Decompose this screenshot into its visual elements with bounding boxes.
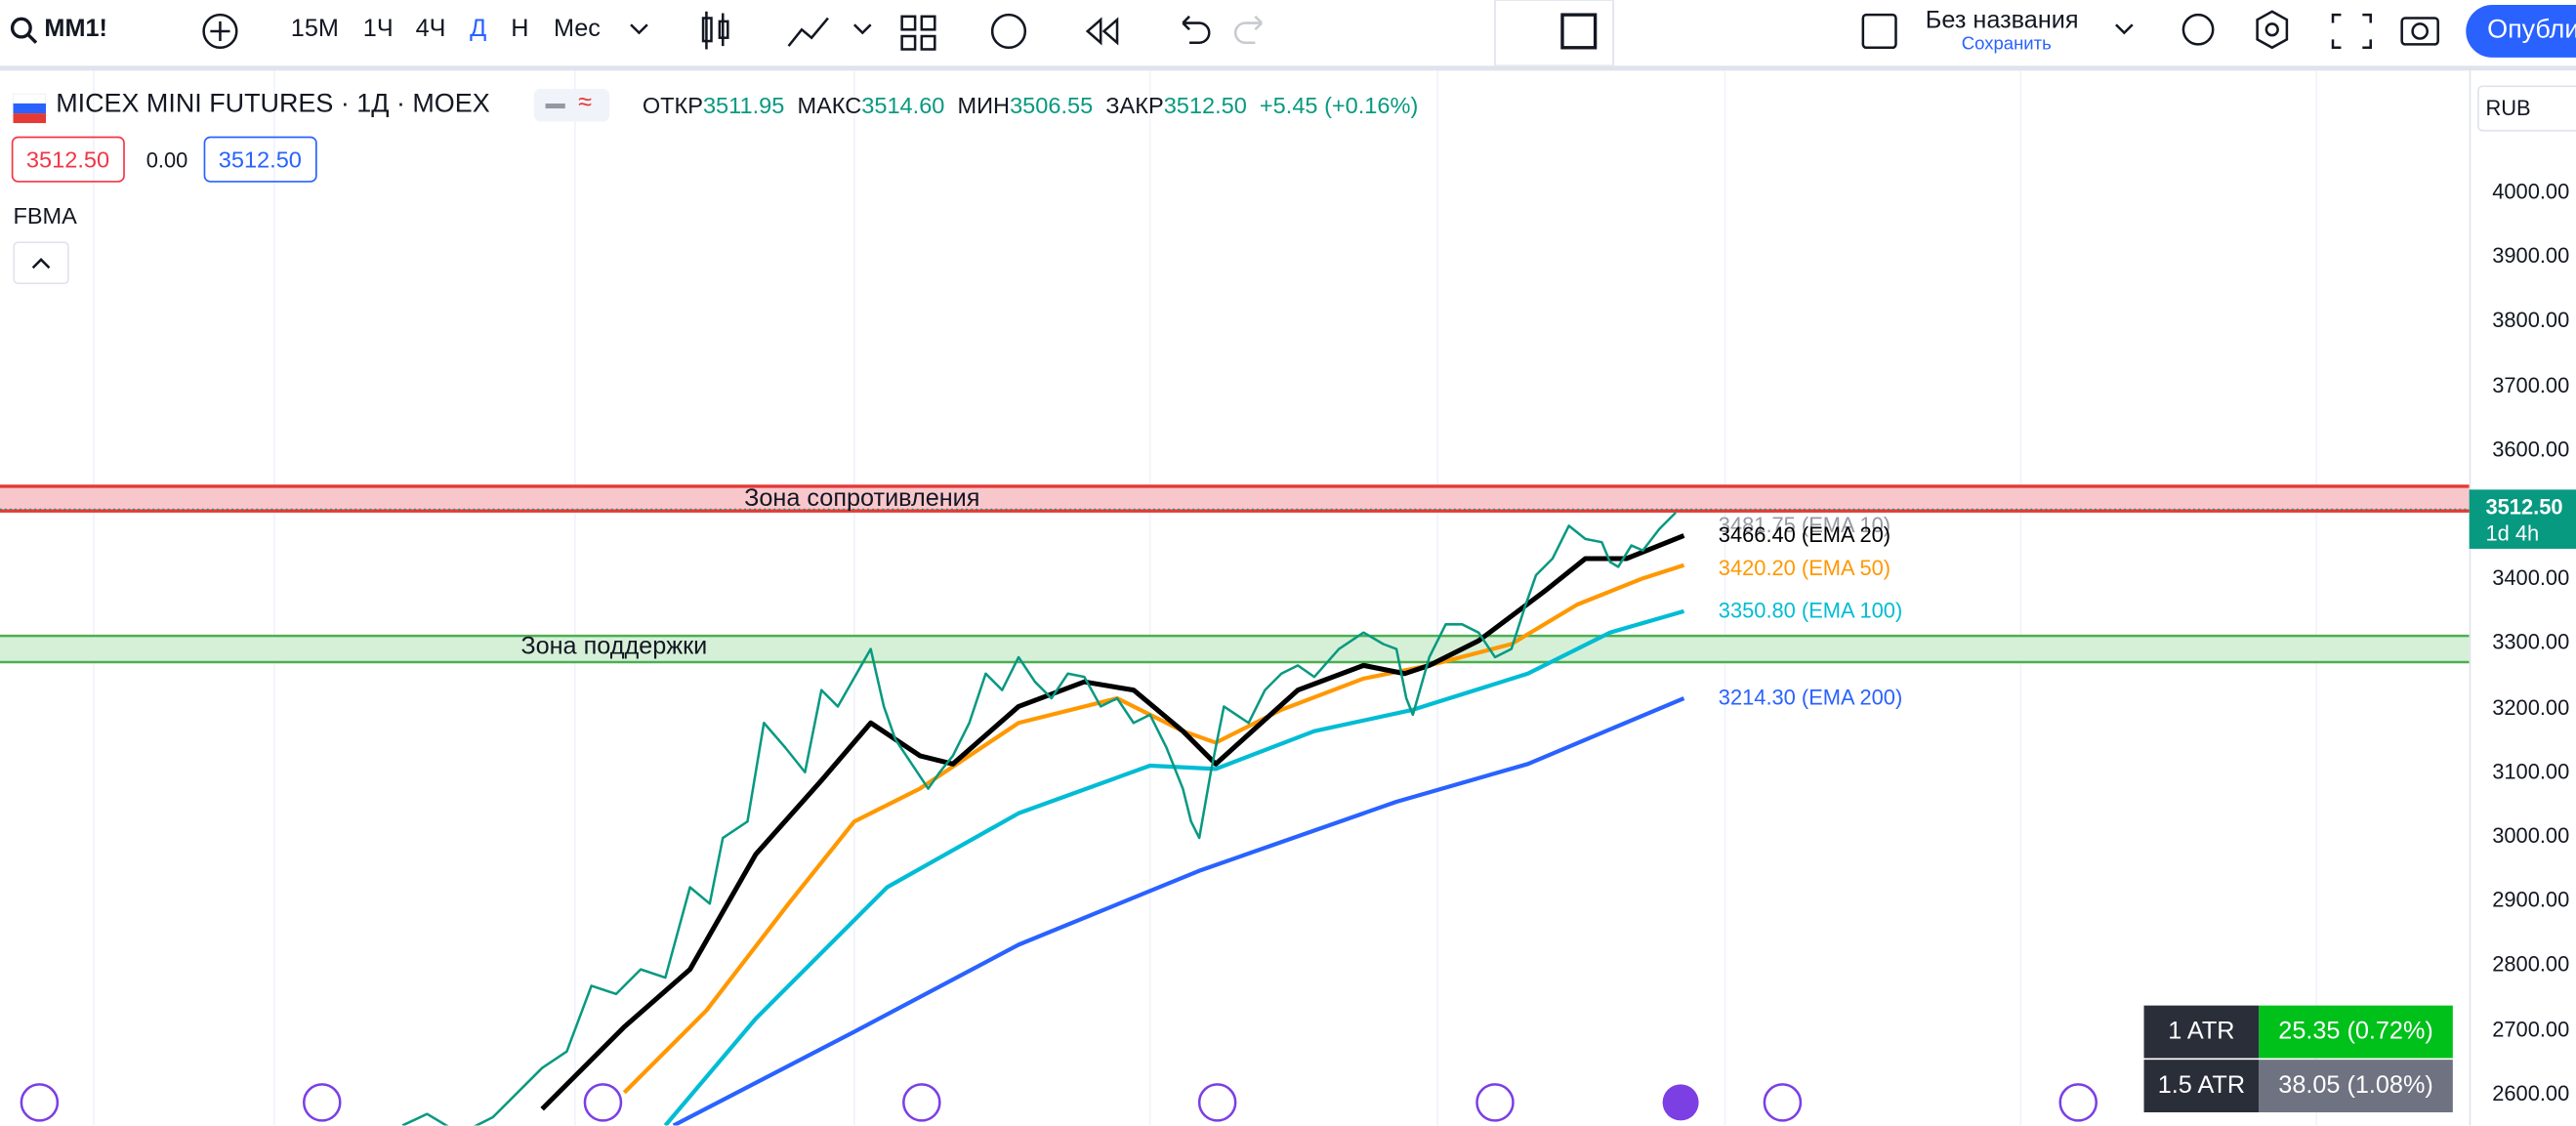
layout-checkbox[interactable] [1859,12,1898,51]
support-zone [0,636,2470,663]
resistance-zone [0,485,2470,513]
ema-lines [401,512,1685,1126]
toolbar-right-icons [2115,10,2439,50]
toolbar-icons [630,0,1614,66]
indicator-name: FBMA [13,201,77,229]
price-tick: 3100.00 [2492,758,2570,784]
save-link[interactable]: Сохранить [1961,34,2052,55]
resistance-label: Зона сопротивления [744,484,980,513]
search-icon[interactable] [10,17,39,46]
legend-buttons[interactable]: ≈ [533,88,610,122]
ema-label: 3214.30 (EMA 200) [1718,685,1903,710]
price-tick: 3300.00 [2492,630,2570,655]
price-tick: 2700.00 [2492,1016,2570,1041]
ema-label: 3420.20 (EMA 50) [1718,555,1891,580]
interval[interactable]: 15M [290,15,339,43]
symbol[interactable]: MM1! [44,15,107,43]
atr-value: 25.35 (0.72%) [2259,1005,2453,1059]
ema-label: 3350.80 (EMA 100) [1718,598,1903,623]
flag [13,93,47,124]
price-tick: 3900.00 [2492,243,2570,269]
price-tick: 3700.00 [2492,372,2570,397]
price-scale [2469,70,2576,1126]
atr-table: 1 ATR 25.35 (0.72%) 1.5 ATR 38.05 (1.08%) [2143,1005,2453,1112]
price-tick: 2900.00 [2492,887,2570,913]
ema-label: 3466.40 (EMA 20) [1718,522,1891,548]
ohlc: ОТКР3511.95 МАКС3514.60 МИН3506.55 ЗАКР3… [642,92,1419,119]
bid-button[interactable]: 3512.50 [11,136,125,183]
last-price: 3512.50 [2485,494,2563,520]
price-tick: 4000.00 [2492,179,2570,204]
toolbar [0,0,2576,71]
price-tick: 3800.00 [2492,308,2570,333]
atr-label: 1.5 ATR [2143,1060,2260,1112]
price-tick: 3200.00 [2492,693,2570,720]
series-title: MICEX MINI FUTURES · 1Д · MOEX [56,90,490,119]
atr-value: 38.05 (1.08%) [2259,1060,2453,1112]
currency[interactable]: RUB [2477,85,2576,132]
interval-active[interactable]: Д [470,15,487,43]
support-label: Зона поддержки [520,632,708,661]
publish-button[interactable]: Опубли [2466,5,2576,58]
ema-label: 3481.75 (EMA 10) [1718,512,1891,538]
atr-label: 1 ATR [2143,1005,2260,1059]
spread: 0.00 [145,147,188,173]
interval[interactable]: 4Ч [415,15,446,43]
price-tick: 2600.00 [2492,1080,2570,1105]
event-markers [20,1083,2098,1122]
grid [93,70,2318,1126]
ask-button[interactable]: 3512.50 [203,136,317,183]
interval[interactable]: Мес [553,15,601,43]
last-price-badge: 3512.50 1d 4h [2469,489,2576,549]
interval[interactable]: 1Ч [362,15,394,43]
interval[interactable]: Н [511,15,529,43]
price-tick: 3000.00 [2492,822,2570,849]
price-tick: 3400.00 [2492,565,2570,591]
price-tick: 2800.00 [2492,951,2570,978]
layout-name[interactable]: Без названия [1925,6,2079,35]
countdown: 1d 4h [2485,521,2540,546]
collapse-button[interactable] [13,241,69,285]
chart-pane [0,70,2470,1126]
price-tick: 3600.00 [2492,437,2570,462]
add-symbol[interactable] [200,12,239,51]
